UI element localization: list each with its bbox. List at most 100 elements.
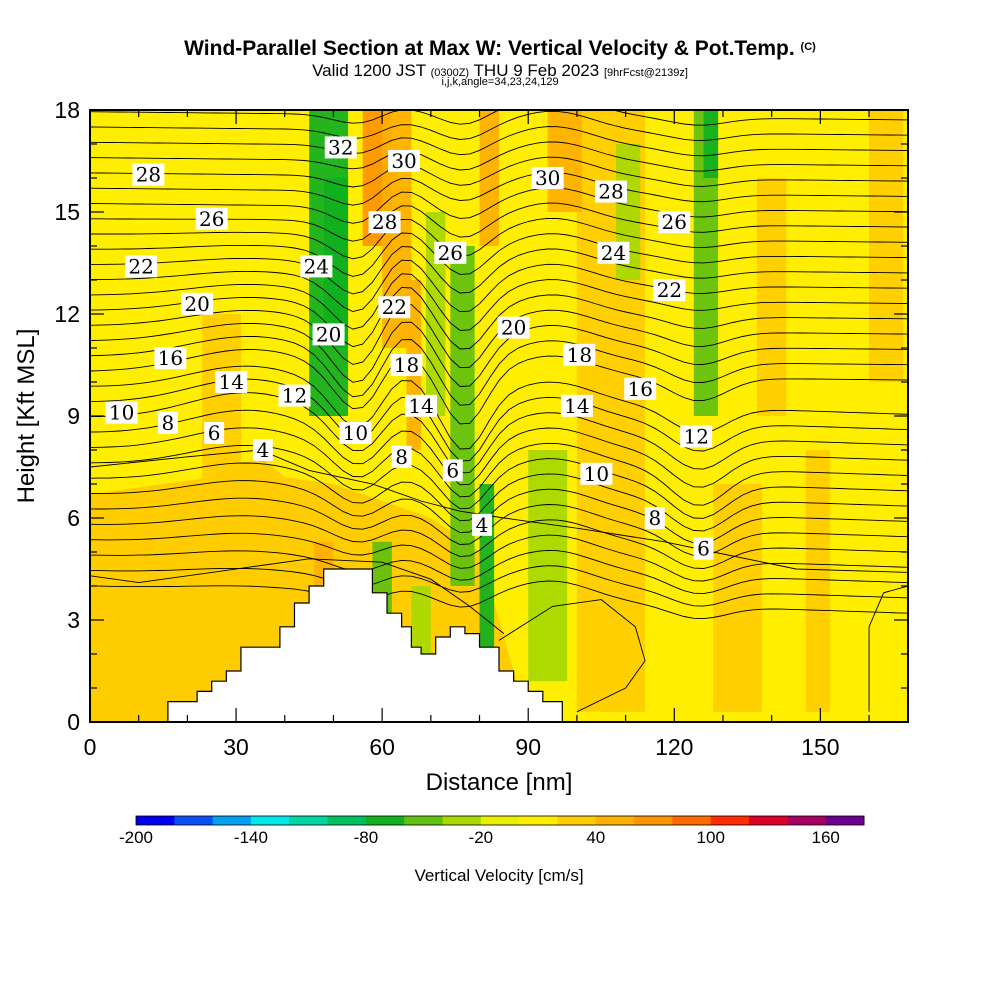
theta-contour (90, 232, 908, 277)
x-tick-label: 0 (84, 734, 97, 760)
chart-title: Wind-Parallel Section at Max W: Vertical… (0, 37, 1000, 61)
velocity-band (450, 246, 475, 586)
contour-label-box (215, 371, 248, 393)
contour-label: 10 (339, 421, 372, 445)
contour-label: 26 (658, 210, 691, 234)
velocity-band (757, 178, 787, 416)
contour-label-box (378, 296, 411, 319)
contour-label-text: 8 (648, 506, 661, 530)
theta-contour (90, 532, 908, 582)
velocity-band (479, 110, 499, 246)
contour-label: 28 (594, 180, 627, 204)
contour-label-text: 4 (476, 513, 489, 537)
contour-label-text: 28 (136, 163, 161, 187)
contour-label-box (531, 167, 564, 189)
contour-label: 6 (693, 537, 714, 561)
contour-label: 8 (644, 506, 665, 530)
x-axis-label: Distance [nm] (426, 769, 573, 796)
contour-label-text: 4 (256, 438, 269, 462)
contour-labels: 28 26 22 20 16 14 10 8 6 4 12 32 30 28 24 26 22 20 18 14 10 8… (105, 135, 714, 561)
contour-label-text: 28 (372, 210, 397, 234)
contour-label-box (388, 150, 421, 172)
theta-contour (90, 580, 908, 620)
x-tick-label: 150 (801, 734, 839, 760)
contour-label: 14 (215, 370, 248, 394)
x-tick-label: 120 (655, 734, 693, 760)
contour-label-text: 14 (218, 370, 243, 394)
colorbar-swatch (710, 816, 750, 825)
contour-label-text: 6 (446, 458, 459, 482)
contour-label-text: 18 (567, 343, 592, 367)
colorbar-swatch (634, 816, 673, 825)
contour-label-box (497, 316, 530, 339)
contour-label-box (157, 411, 178, 434)
contour-label: 16 (154, 346, 187, 370)
theta-contour (90, 259, 908, 313)
contour-label-box (580, 462, 613, 485)
y-axis-label: Height [Kft MSL] (13, 329, 40, 504)
velocity-band (869, 110, 904, 382)
colorbar-swatch (250, 816, 290, 825)
contour-label-box (195, 207, 228, 230)
colorbar-tick-label: 160 (811, 828, 839, 847)
contour-label-box (312, 323, 345, 346)
contour-label: 30 (388, 149, 421, 173)
contour-label-box (653, 279, 686, 302)
contour-label-box (644, 507, 665, 529)
contour-label: 24 (300, 254, 333, 278)
contour-label-box (204, 422, 225, 444)
theta-contour (90, 497, 908, 557)
contour-label: 14 (405, 394, 438, 418)
x-axis: 0 30 60 90 120 150 (84, 110, 870, 760)
contour-label-text: 24 (304, 254, 329, 278)
contour-label: 4 (252, 438, 273, 462)
colorbar-tick-label: -80 (354, 828, 379, 847)
theta-contour (90, 217, 908, 260)
contour-label-text: 8 (395, 445, 408, 469)
contour-label-text: 26 (662, 210, 687, 234)
colorbar-swatch (787, 816, 827, 825)
contour-label: 8 (157, 411, 178, 435)
contour-label-box (125, 255, 158, 278)
velocity-band (479, 484, 495, 654)
contour-label-box (390, 354, 423, 376)
contour-label-text: 14 (408, 394, 433, 418)
theta-contour (90, 515, 908, 569)
contour-label-text: 24 (601, 241, 626, 265)
contour-label-text: 20 (501, 316, 526, 340)
contour-label-box (597, 241, 630, 264)
contour-label-text: 14 (564, 394, 589, 418)
colorbar-swatch (595, 816, 635, 825)
contour-label-box (368, 211, 401, 234)
colorbar-tick-label: 100 (697, 828, 725, 847)
theta-contour (498, 599, 646, 713)
contour-label-box (658, 211, 691, 234)
colorbar-swatch (404, 816, 444, 825)
theta-contour (90, 141, 908, 172)
y-tick-label: 12 (54, 301, 80, 327)
theta-contour (90, 286, 908, 350)
contour-label: 10 (580, 462, 613, 486)
colorbar-swatch (212, 816, 252, 825)
theta-contour (90, 187, 908, 224)
contour-label: 12 (278, 384, 311, 408)
y-axis: 0 3 6 9 12 15 18 (54, 97, 908, 735)
colorbar-swatch (174, 816, 214, 825)
contour-label-box (434, 241, 467, 264)
contour-label-text: 6 (208, 421, 221, 445)
contour-label: 28 (368, 210, 401, 234)
theta-contour (90, 365, 908, 450)
y-tick-label: 9 (67, 403, 80, 429)
contour-label-text: 32 (328, 135, 353, 159)
colorbar-tick-label: -20 (469, 828, 494, 847)
y-tick-label: 15 (54, 199, 80, 225)
contour-label: 6 (204, 421, 225, 445)
contour-label: 28 (132, 163, 165, 187)
x-tick-label: 30 (223, 734, 249, 760)
theta-contour (90, 392, 908, 474)
theta-contour (692, 110, 708, 111)
theta-contour (90, 321, 908, 387)
theta-contour (868, 585, 908, 712)
contour-label: 26 (195, 207, 228, 231)
